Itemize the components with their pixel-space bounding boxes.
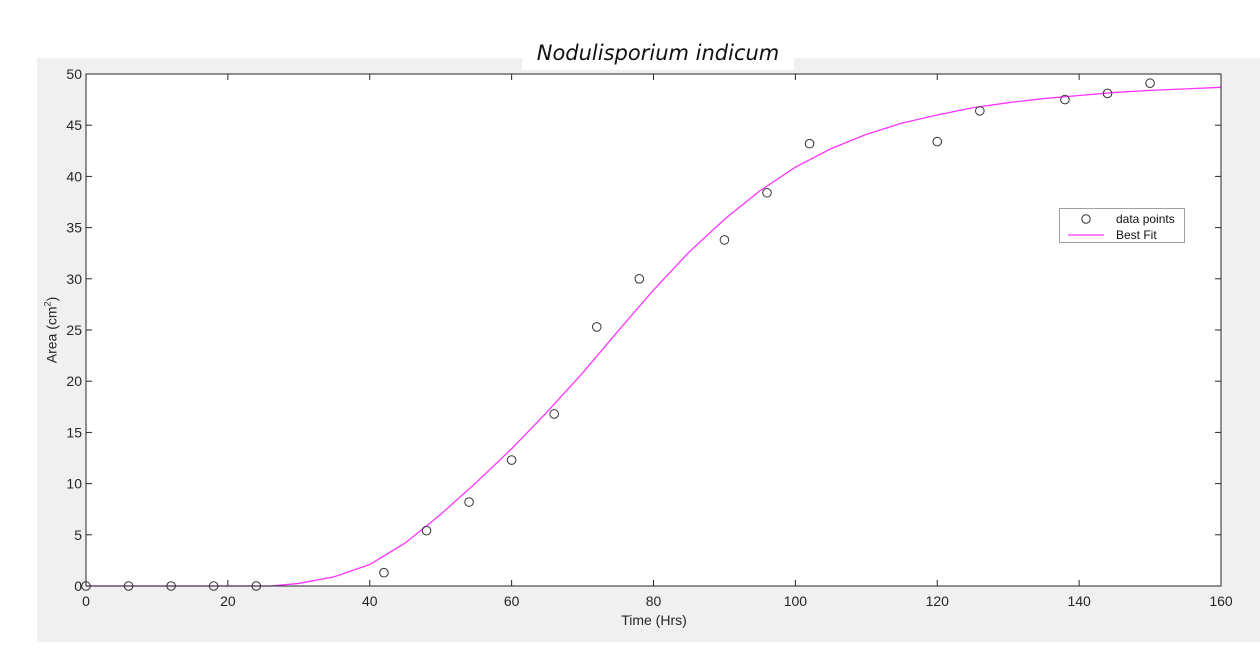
y-tick-label: 35: [66, 220, 82, 236]
y-tick-label: 45: [66, 117, 82, 133]
data-point: [804, 138, 815, 149]
x-tick-label: 140: [1067, 593, 1091, 609]
legend-line-marker: [1068, 234, 1104, 236]
y-tick-label: 40: [66, 168, 82, 184]
y-tick-label: 5: [74, 527, 82, 543]
x-tick-label: 100: [784, 593, 808, 609]
plot-area: [86, 74, 1221, 586]
y-axis-label: Area (cm2): [43, 297, 60, 363]
legend-label-best-fit: Best Fit: [1116, 228, 1157, 242]
y-axis-label-close: ): [43, 296, 60, 302]
legend-entry-best-fit: Best Fit: [1060, 227, 1184, 243]
data-point: [932, 136, 943, 147]
x-axis-label: Time (Hrs): [621, 612, 687, 628]
data-point: [1145, 78, 1155, 89]
data-point: [591, 322, 602, 332]
data-point: [549, 409, 559, 419]
legend: data points Best Fit: [1059, 208, 1185, 243]
data-point: [506, 455, 517, 465]
y-tick-label: 10: [66, 476, 82, 492]
y-tick-label: 20: [66, 373, 82, 389]
x-tick-label: 0: [82, 593, 90, 609]
data-point: [379, 567, 389, 578]
x-tick-label: 40: [362, 593, 378, 609]
chart-title: Nodulisporium indicum: [536, 41, 780, 65]
y-axis-label-main: Area (cm: [43, 306, 60, 364]
y-tick-label: 25: [66, 322, 82, 338]
legend-label-data-points: data points: [1116, 212, 1175, 226]
data-point: [634, 274, 645, 284]
legend-entry-data-points: data points: [1060, 211, 1184, 227]
y-tick-label: 50: [66, 66, 82, 82]
x-tick-label: 120: [926, 593, 950, 609]
data-point: [975, 106, 985, 116]
x-tick-label: 80: [646, 593, 662, 609]
x-tick-label: 160: [1209, 593, 1233, 609]
x-tick-label: 20: [220, 593, 236, 609]
data-point: [1060, 94, 1070, 105]
x-tick-label: 60: [504, 593, 520, 609]
data-point: [1102, 88, 1113, 99]
title-background: [522, 38, 794, 70]
data-point: [719, 235, 730, 245]
best-fit-line: [86, 86, 1222, 587]
y-tick-label: 0: [74, 578, 82, 594]
y-tick-label: 15: [66, 424, 82, 440]
data-point: [421, 525, 432, 536]
y-axis-label-superscript: 2: [42, 301, 53, 307]
legend-circle-marker: [1081, 214, 1091, 224]
data-point: [464, 497, 474, 507]
y-tick-label: 30: [66, 271, 82, 287]
data-point: [762, 187, 772, 198]
